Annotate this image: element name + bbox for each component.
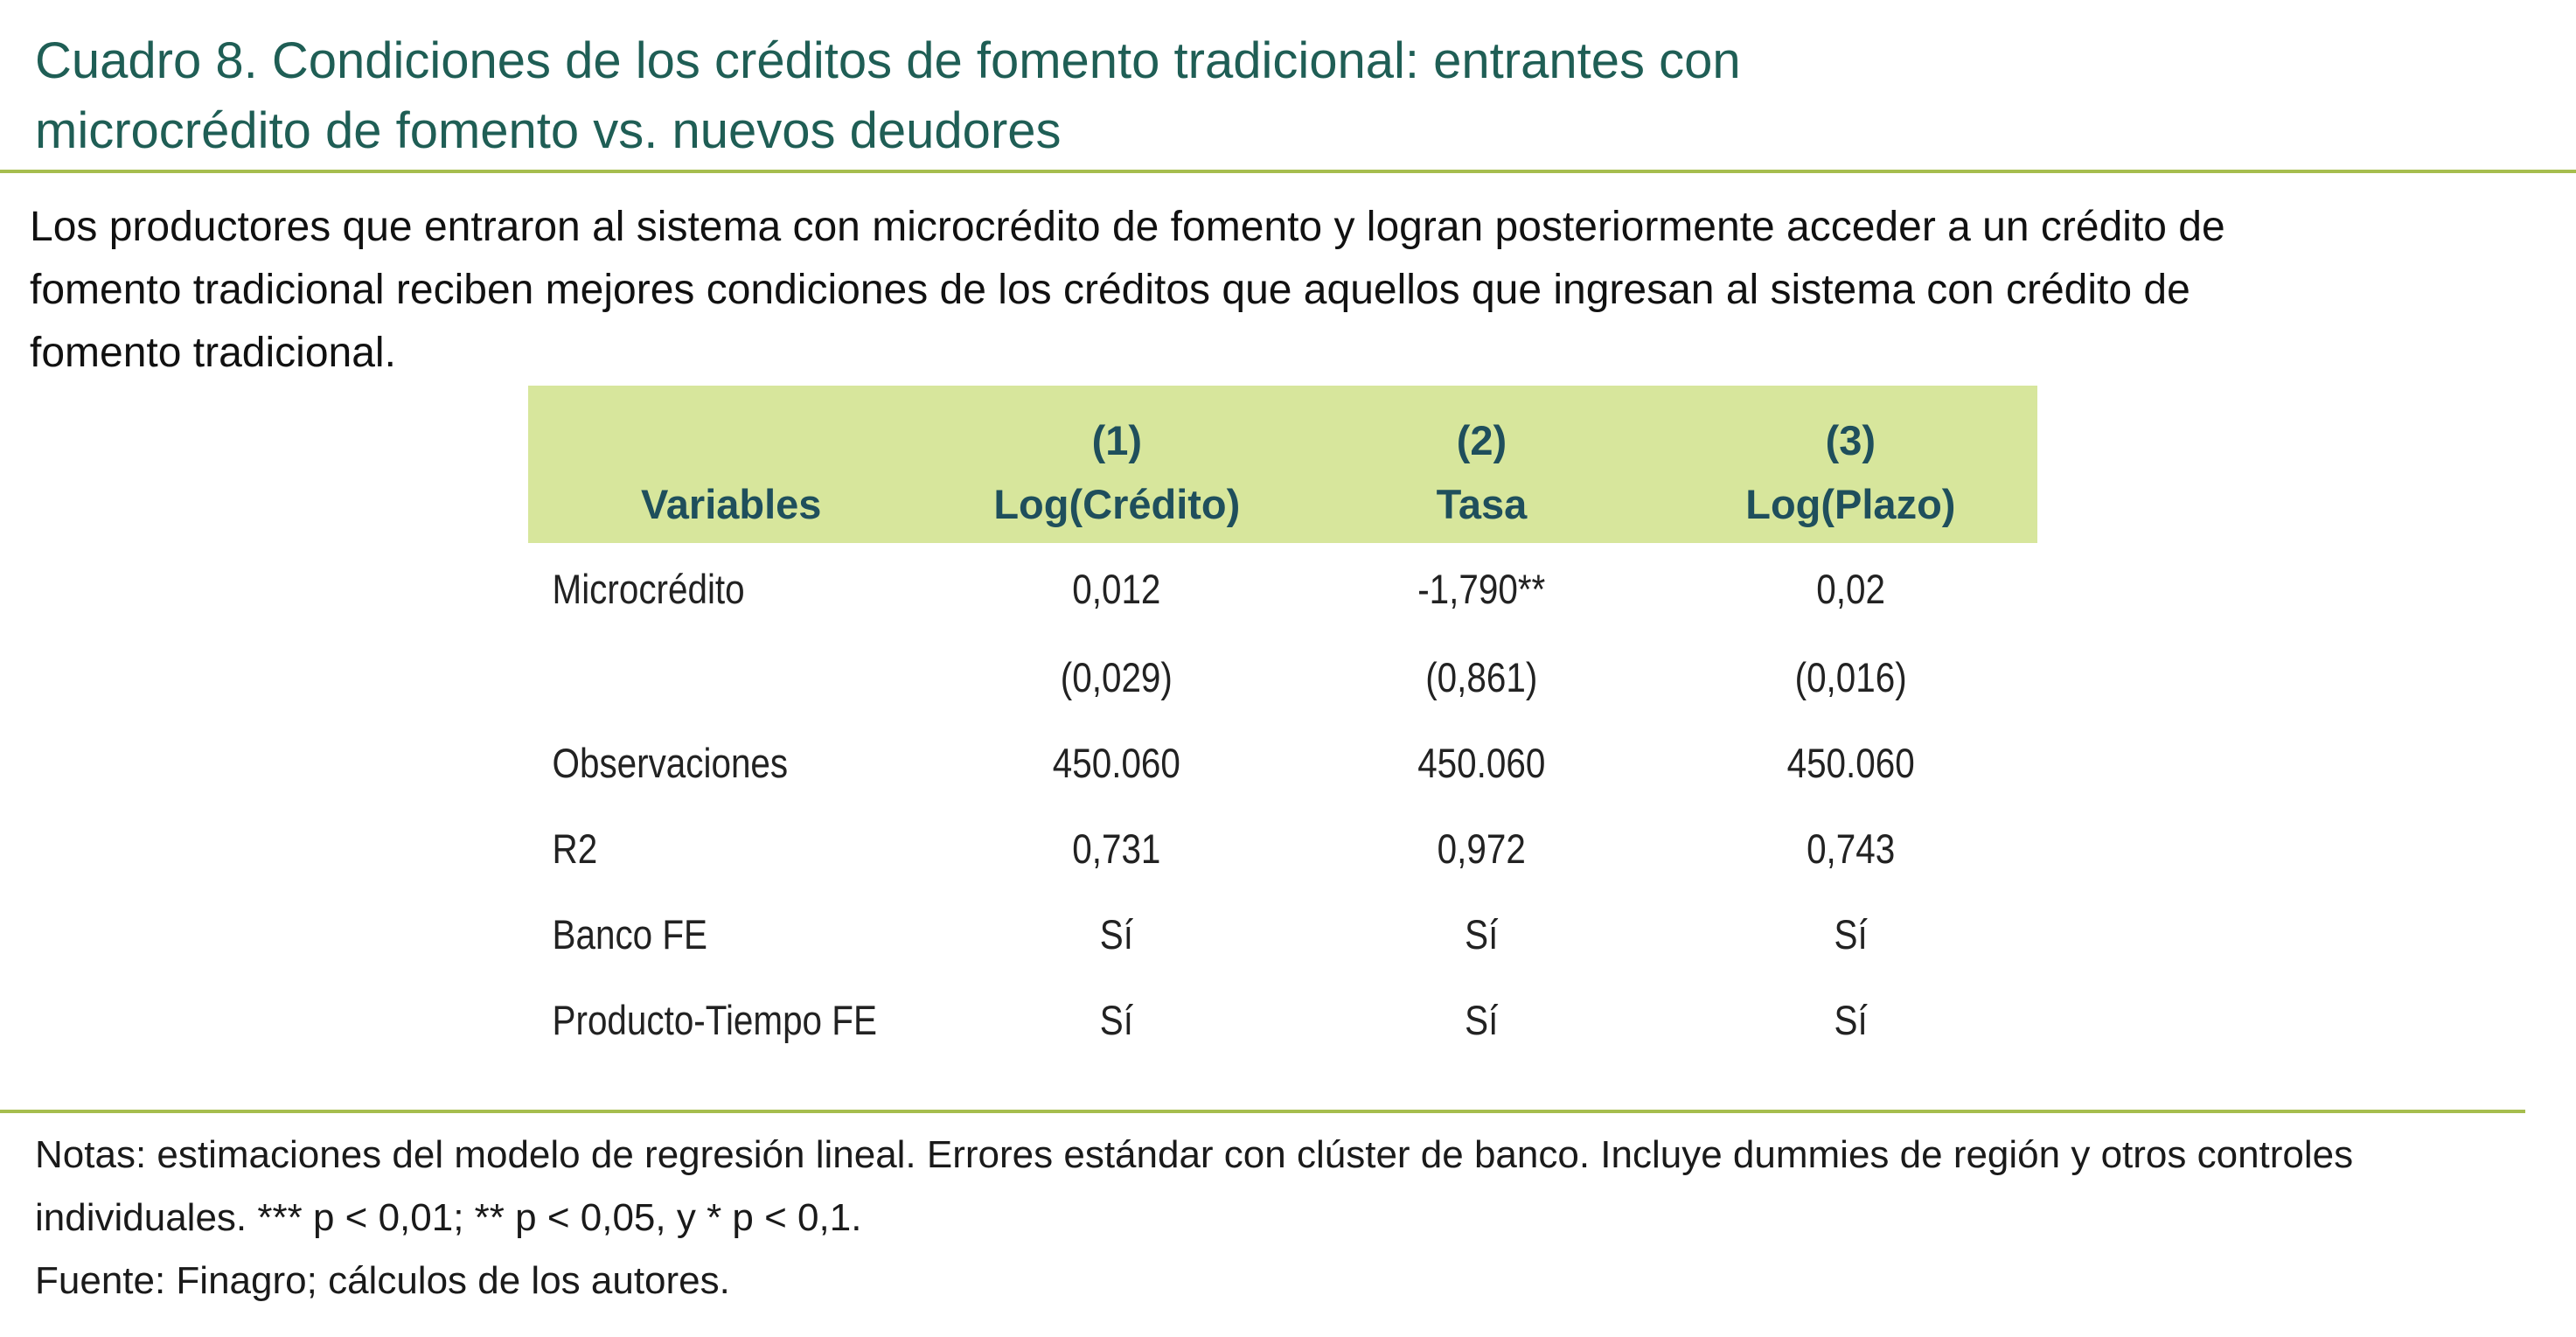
cell-value: Sí — [1465, 996, 1499, 1043]
header-col-3-name: Log(Plazo) — [1663, 464, 2037, 543]
table-row: R2 0,731 0,972 0,743 — [528, 805, 2037, 891]
row-label: Producto-Tiempo FE — [552, 996, 877, 1043]
cell-value: Sí — [1100, 996, 1134, 1043]
regression-table: (1) (2) (3) Variables Log(Crédito) Tasa … — [528, 386, 2037, 1062]
source-line: Fuente: Finagro; cálculos de los autores… — [35, 1259, 730, 1302]
cell-value: -1,790** — [1417, 565, 1546, 612]
header-blank — [528, 386, 935, 464]
lead-line-1: Los productores que entraron al sistema … — [30, 204, 2225, 250]
cell-value: Sí — [1834, 910, 1868, 957]
cell-value: 450.060 — [1417, 739, 1546, 786]
cell-value: (0,016) — [1794, 653, 1907, 700]
title-line-1: Cuadro 8. Condiciones de los créditos de… — [35, 32, 1741, 89]
table-header: (1) (2) (3) Variables Log(Crédito) Tasa … — [528, 386, 2037, 543]
cell-value: 450.060 — [1053, 739, 1181, 786]
table-body: Microcrédito 0,012 -1,790** 0,02 (0,029)… — [528, 543, 2037, 1062]
cell-value: 0,743 — [1806, 825, 1895, 872]
title-line-2: microcrédito de fomento vs. nuevos deudo… — [35, 102, 1062, 159]
header-variables: Variables — [528, 464, 935, 543]
table-row: Producto-Tiempo FE Sí Sí Sí — [528, 977, 2037, 1062]
lead-paragraph: Los productores que entraron al sistema … — [30, 196, 2557, 385]
cell-value: (0,029) — [1061, 653, 1173, 700]
header-row-numbers: (1) (2) (3) — [528, 386, 2037, 464]
cell-value: 0,012 — [1072, 565, 1161, 612]
lead-line-2: fomento tradicional reciben mejores cond… — [30, 267, 2190, 313]
row-label: Observaciones — [552, 739, 789, 786]
row-label: R2 — [552, 825, 598, 872]
header-col-3-number: (3) — [1663, 386, 2037, 464]
lead-line-3: fomento tradicional. — [30, 330, 396, 376]
table-row: Microcrédito 0,012 -1,790** 0,02 — [528, 543, 2037, 634]
header-row-names: Variables Log(Crédito) Tasa Log(Plazo) — [528, 464, 2037, 543]
cell-value: Sí — [1834, 996, 1868, 1043]
table-row: (0,029) (0,861) (0,016) — [528, 634, 2037, 720]
table-row: Observaciones 450.060 450.060 450.060 — [528, 720, 2037, 805]
notes-block: Notas: estimaciones del modelo de regres… — [35, 1124, 2536, 1313]
table-row: Banco FE Sí Sí Sí — [528, 891, 2037, 977]
row-label: Banco FE — [552, 910, 708, 957]
cell-value: Sí — [1465, 910, 1499, 957]
cell-value: 450.060 — [1786, 739, 1915, 786]
cell-value: 0,731 — [1072, 825, 1161, 872]
header-col-2-name: Tasa — [1299, 464, 1664, 543]
notes-line-1: Notas: estimaciones del modelo de regres… — [35, 1133, 2354, 1176]
header-col-1-number: (1) — [934, 386, 1300, 464]
cell-value: 0,972 — [1437, 825, 1527, 872]
bottom-divider — [0, 1110, 2525, 1113]
cell-value: 0,02 — [1815, 565, 1885, 612]
row-label — [528, 634, 877, 720]
cell-value: (0,861) — [1425, 653, 1538, 700]
cell-value: Sí — [1100, 910, 1134, 957]
header-col-2-number: (2) — [1299, 386, 1664, 464]
table-title: Cuadro 8. Condiciones de los créditos de… — [35, 26, 2536, 166]
row-label: Microcrédito — [552, 565, 745, 612]
header-col-1-name: Log(Crédito) — [934, 464, 1300, 543]
notes-line-2: individuales. *** p < 0,01; ** p < 0,05,… — [35, 1196, 862, 1239]
top-divider — [0, 170, 2576, 173]
